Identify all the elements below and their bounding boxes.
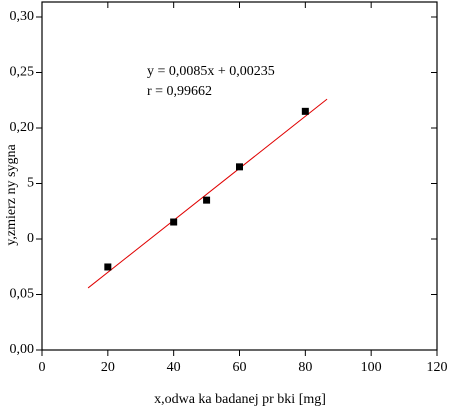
equation: y = 0,0085x + 0,00235 — [147, 64, 275, 79]
data-point — [203, 196, 211, 204]
correlation: r = 0,99662 — [147, 84, 212, 99]
x-tick-label: 40 — [167, 360, 181, 375]
y-tick-label: 0,05 — [10, 287, 35, 302]
data-point — [236, 163, 243, 171]
x-tick-label: 60 — [233, 360, 247, 375]
data-point — [170, 218, 178, 226]
y-tick-label: 0,20 — [10, 120, 35, 135]
x-tick-label: 20 — [101, 360, 115, 375]
y-tick-label: 0,00 — [10, 342, 35, 357]
x-tick-label: 80 — [298, 360, 312, 375]
x-tick-label: 120 — [427, 360, 448, 375]
data-point — [104, 263, 112, 271]
y-tick-label: 0,25 — [10, 65, 35, 80]
x-axis-label: x,odwa ka badanej pr bki [mg] — [154, 392, 326, 407]
x-tick-label: 100 — [361, 360, 382, 375]
y-tick-label: 5 — [27, 176, 34, 191]
y-axis-label: y,zmierz ny sygna — [4, 144, 19, 246]
fit-line — [87, 98, 328, 289]
plot-frame — [41, 1, 438, 351]
x-tick-label: 0 — [39, 360, 46, 375]
data-point — [301, 107, 309, 115]
y-tick-label: 0 — [27, 231, 34, 246]
y-tick-label: 0,30 — [10, 9, 35, 24]
